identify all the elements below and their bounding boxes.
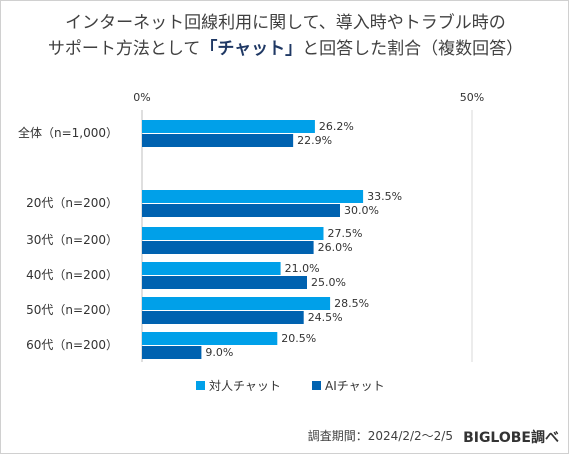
bar-ai-chat bbox=[142, 276, 307, 289]
data-label: 21.0% bbox=[285, 262, 320, 275]
legend-label-ai-chat: AIチャット bbox=[325, 379, 385, 393]
bar-human-chat bbox=[142, 120, 315, 133]
legend-label-human-chat: 対人チャット bbox=[209, 379, 281, 393]
x-tick-label-0: 0% bbox=[133, 91, 150, 104]
data-label: 30.0% bbox=[344, 204, 379, 217]
chart-title: インターネット回線利用に関して、導入時やトラブル時の サポート方法として「チャッ… bbox=[0, 10, 571, 62]
data-label: 24.5% bbox=[308, 311, 343, 324]
bar-ai-chat bbox=[142, 204, 340, 217]
survey-period: 調査期間：2024/2/2〜2/5 bbox=[307, 429, 453, 443]
category-label: 40代（n=200） bbox=[26, 268, 118, 282]
bar-human-chat bbox=[142, 262, 281, 275]
bar-ai-chat bbox=[142, 134, 294, 147]
title-line-1: インターネット回線利用に関して、導入時やトラブル時の bbox=[65, 13, 506, 33]
bar-ai-chat bbox=[142, 311, 304, 324]
data-label: 25.0% bbox=[311, 276, 346, 289]
bar-ai-chat bbox=[142, 241, 314, 254]
data-label: 26.0% bbox=[318, 241, 353, 254]
bar-human-chat bbox=[142, 332, 278, 345]
title-line-2: サポート方法として「チャット」と回答した割合（複数回答） bbox=[0, 36, 571, 62]
data-label: 26.2% bbox=[319, 120, 354, 133]
title-emphasis: 「チャット」 bbox=[200, 39, 303, 59]
bar-human-chat bbox=[142, 227, 324, 240]
title-line-2-pre: サポート方法として bbox=[47, 39, 201, 59]
x-tick-label-50: 50% bbox=[460, 91, 484, 104]
data-label: 33.5% bbox=[367, 190, 402, 203]
category-label: 全体（n=1,000） bbox=[18, 125, 118, 140]
source-brand: BIGLOBE調べ bbox=[463, 430, 559, 446]
data-label: 9.0% bbox=[205, 346, 233, 359]
legend-swatch-human-chat bbox=[196, 381, 205, 390]
legend-swatch-ai-chat bbox=[312, 381, 321, 390]
title-line-2-post: と回答した割合（複数回答） bbox=[302, 39, 524, 59]
bar-human-chat bbox=[142, 190, 364, 203]
data-label: 28.5% bbox=[334, 297, 369, 310]
bar-ai-chat bbox=[142, 346, 202, 359]
category-label: 20代（n=200） bbox=[26, 196, 118, 210]
category-label: 30代（n=200） bbox=[26, 233, 118, 247]
data-label: 27.5% bbox=[328, 227, 363, 240]
bar-human-chat bbox=[142, 297, 331, 310]
category-label: 50代（n=200） bbox=[26, 303, 118, 317]
data-label: 20.5% bbox=[281, 332, 316, 345]
category-label: 60代（n=200） bbox=[26, 338, 118, 352]
data-label: 22.9% bbox=[297, 134, 332, 147]
